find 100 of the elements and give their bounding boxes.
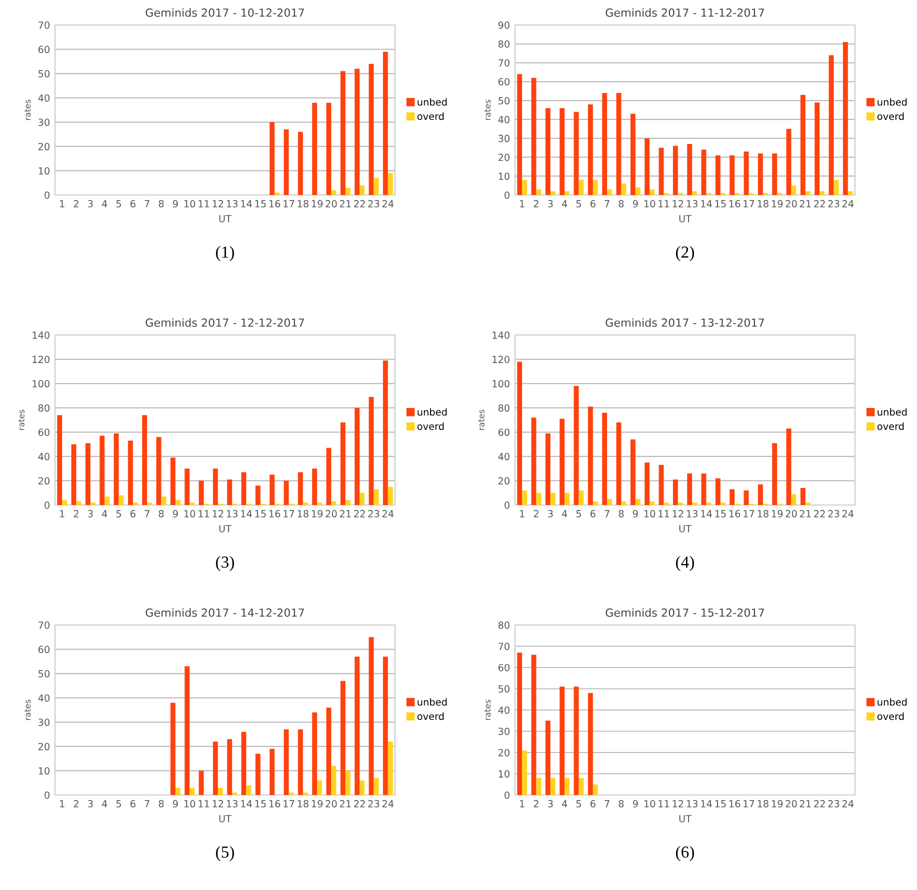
bar: [786, 428, 792, 505]
x-tick-label: 18: [758, 800, 768, 808]
bar: [340, 71, 346, 195]
x-tick-label: 14: [701, 800, 712, 808]
bar: [345, 770, 350, 795]
x-tick-label: 10: [644, 800, 656, 808]
y-tick-label: 50: [498, 97, 510, 104]
y-tick-label: 20: [498, 748, 510, 756]
bar: [672, 480, 678, 505]
bar: [602, 93, 608, 195]
y-tick-label: 60: [498, 664, 510, 672]
x-tick-label: 16: [269, 800, 280, 808]
bar: [592, 180, 598, 195]
x-tick-label: 23: [828, 800, 840, 808]
x-axis-title: UT: [679, 525, 692, 532]
text: (4): [676, 556, 694, 572]
bar: [531, 654, 536, 795]
x-tick-label: 24: [842, 200, 854, 208]
bar: [71, 444, 76, 505]
bar: [560, 686, 565, 795]
bar: [170, 702, 176, 795]
x-tick-label: 22: [814, 510, 825, 518]
bar: [531, 78, 536, 195]
bar: [227, 739, 232, 795]
bar: [650, 189, 655, 195]
x-tick-label: 23: [368, 510, 380, 518]
bar: [616, 422, 622, 505]
x-tick-label: 1: [60, 800, 64, 808]
bar: [345, 500, 350, 505]
bar: [560, 108, 565, 195]
x-tick-label: 4: [102, 510, 108, 518]
bar: [800, 94, 806, 195]
x-tick-label: 5: [576, 800, 581, 808]
bar: [368, 396, 374, 505]
y-tick-label: 90: [498, 21, 510, 29]
x-tick-label: 13: [226, 800, 238, 808]
x-tick-label: 23: [828, 200, 840, 208]
bar: [522, 490, 528, 505]
x-tick-label: 15: [255, 510, 266, 518]
bar: [212, 468, 218, 505]
legend-label: unbed: [418, 698, 447, 706]
chart-title: Geminids 2017 - 10-12-2017: [146, 8, 304, 17]
bar: [340, 422, 346, 505]
legend-label: overd: [877, 422, 904, 430]
x-tick-label: 23: [368, 200, 380, 208]
bar: [545, 433, 550, 505]
bar: [602, 412, 608, 505]
x-tick-label: 3: [548, 200, 553, 208]
x-tick-label: 9: [632, 800, 638, 808]
y-tick-label: 20: [38, 142, 50, 150]
x-tick-label: 19: [312, 510, 323, 518]
bar: [374, 778, 379, 795]
bar: [588, 104, 593, 195]
bar: [805, 191, 810, 195]
bar: [284, 480, 289, 505]
x-tick-label: 5: [576, 510, 581, 518]
bar: [658, 148, 664, 195]
y-tick-label: 10: [498, 172, 510, 180]
y-tick-label: 40: [38, 94, 50, 102]
bar: [360, 492, 365, 505]
x-tick-label: 11: [658, 510, 670, 518]
bar: [692, 191, 698, 195]
y-tick-label: 80: [498, 40, 510, 48]
y-axis-title: rates: [478, 410, 484, 430]
x-tick-label: 7: [144, 800, 150, 808]
x-tick-label: 2: [534, 800, 538, 808]
x-tick-label: 9: [172, 510, 178, 518]
bar: [104, 496, 110, 505]
bar: [517, 74, 522, 195]
x-tick-label: 6: [590, 510, 596, 518]
y-tick-label: 60: [38, 46, 50, 54]
x-axis-title: UT: [219, 215, 232, 222]
x-tick-label: 14: [701, 510, 712, 518]
x-tick-label: 18: [298, 510, 308, 518]
bar: [672, 146, 678, 195]
y-tick-label: 140: [492, 331, 510, 339]
x-tick-label: 11: [198, 200, 210, 208]
x-tick-label: 17: [284, 510, 294, 518]
x-tick-label: 11: [198, 800, 210, 808]
bar: [564, 778, 570, 795]
y-tick-label: 80: [498, 404, 510, 412]
x-tick-label: 11: [658, 800, 670, 808]
bar: [635, 498, 640, 505]
x-tick-label: 19: [312, 200, 323, 208]
x-axis-title: UT: [679, 215, 692, 222]
x-tick-label: 9: [632, 200, 638, 208]
bar: [630, 439, 636, 505]
x-tick-label: 23: [828, 510, 840, 518]
y-tick-label: 60: [498, 428, 510, 436]
bar: [791, 494, 796, 505]
y-tick-label: 30: [498, 134, 510, 142]
bar: [592, 501, 598, 505]
bar: [175, 788, 180, 795]
y-tick-label: 10: [38, 167, 50, 175]
x-tick-label: 15: [715, 200, 726, 208]
legend-label: unbed: [878, 408, 907, 416]
bar: [312, 712, 318, 795]
bar: [227, 480, 232, 505]
bar: [635, 187, 640, 195]
text: (3): [216, 556, 234, 572]
